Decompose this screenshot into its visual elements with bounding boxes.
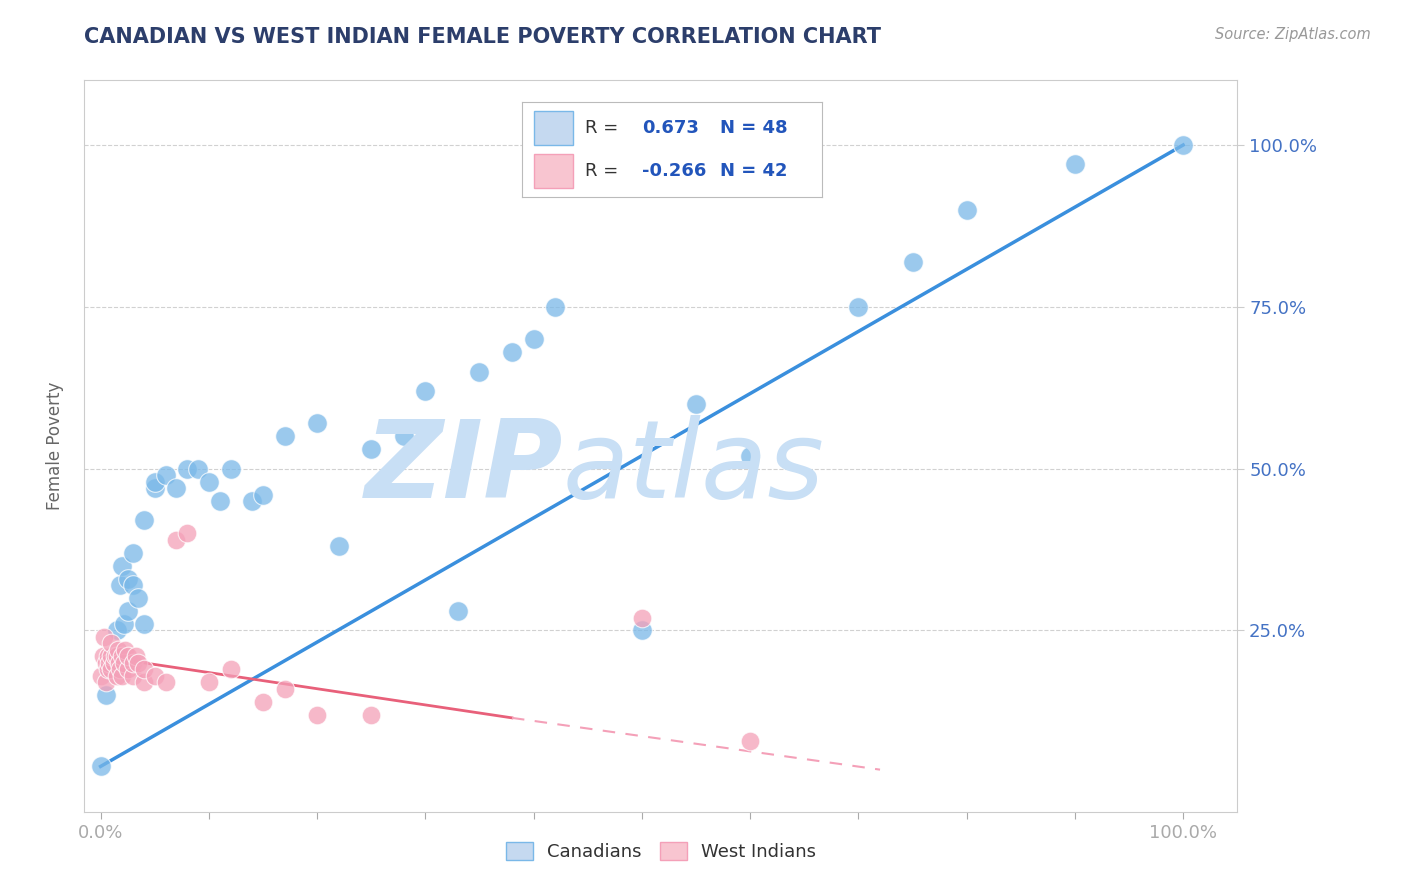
- Point: [112, 656, 135, 670]
- Point: [97, 662, 120, 676]
- Point: [117, 604, 139, 618]
- Point: [122, 656, 145, 670]
- Point: [132, 617, 155, 632]
- Point: [740, 449, 762, 463]
- Point: [91, 649, 114, 664]
- Point: [1064, 157, 1087, 171]
- Point: [117, 662, 139, 676]
- Point: [685, 397, 707, 411]
- Point: [105, 669, 128, 683]
- Point: [100, 662, 122, 676]
- Point: [132, 675, 155, 690]
- Point: [104, 649, 127, 664]
- Point: [105, 649, 128, 664]
- Point: [103, 649, 125, 664]
- Point: [105, 649, 128, 664]
- Point: [117, 649, 139, 664]
- Point: [132, 662, 155, 676]
- Point: [100, 662, 122, 676]
- Point: [631, 624, 654, 638]
- Point: [219, 461, 242, 475]
- Point: [328, 539, 350, 553]
- Point: [176, 526, 198, 541]
- Point: [90, 669, 112, 683]
- Point: [956, 202, 979, 217]
- Point: [176, 461, 198, 475]
- Point: [111, 558, 134, 573]
- Point: [143, 481, 166, 495]
- Point: [98, 656, 121, 670]
- Point: [415, 384, 437, 398]
- Point: [208, 494, 231, 508]
- Point: [93, 630, 115, 644]
- Text: Source: ZipAtlas.com: Source: ZipAtlas.com: [1215, 27, 1371, 42]
- Point: [155, 675, 177, 690]
- Point: [111, 649, 134, 664]
- Point: [100, 636, 122, 650]
- Point: [219, 662, 242, 676]
- Point: [107, 643, 129, 657]
- Point: [501, 345, 523, 359]
- Point: [94, 675, 117, 690]
- Text: ZIP: ZIP: [364, 415, 562, 521]
- Point: [165, 533, 187, 547]
- Point: [187, 461, 209, 475]
- Text: atlas: atlas: [562, 416, 825, 520]
- Legend: Canadians, West Indians: Canadians, West Indians: [498, 835, 824, 869]
- Point: [117, 572, 139, 586]
- Point: [122, 546, 145, 560]
- Point: [198, 675, 221, 690]
- Point: [103, 656, 125, 670]
- Point: [108, 662, 131, 676]
- Point: [111, 669, 134, 683]
- Point: [252, 487, 274, 501]
- Point: [273, 681, 295, 696]
- Y-axis label: Female Poverty: Female Poverty: [45, 382, 63, 510]
- Point: [105, 624, 128, 638]
- Point: [848, 300, 870, 314]
- Point: [901, 254, 924, 268]
- Point: [112, 617, 135, 632]
- Point: [143, 669, 166, 683]
- Point: [108, 578, 131, 592]
- Point: [108, 656, 131, 670]
- Point: [155, 468, 177, 483]
- Point: [94, 688, 117, 702]
- Point: [307, 707, 329, 722]
- Point: [740, 733, 762, 747]
- Point: [252, 695, 274, 709]
- Point: [97, 649, 120, 664]
- Point: [94, 656, 117, 670]
- Point: [122, 669, 145, 683]
- Point: [544, 300, 567, 314]
- Point: [273, 429, 295, 443]
- Point: [468, 365, 491, 379]
- Point: [523, 332, 546, 346]
- Point: [143, 475, 166, 489]
- Point: [127, 656, 149, 670]
- Text: CANADIAN VS WEST INDIAN FEMALE POVERTY CORRELATION CHART: CANADIAN VS WEST INDIAN FEMALE POVERTY C…: [84, 27, 882, 46]
- Point: [240, 494, 263, 508]
- Point: [392, 429, 415, 443]
- Point: [360, 442, 382, 457]
- Point: [111, 649, 134, 664]
- Point: [90, 759, 112, 773]
- Point: [125, 649, 148, 664]
- Point: [360, 707, 382, 722]
- Point: [100, 649, 122, 664]
- Point: [447, 604, 470, 618]
- Point: [127, 591, 149, 606]
- Point: [198, 475, 221, 489]
- Point: [631, 610, 654, 624]
- Point: [1173, 138, 1195, 153]
- Point: [132, 513, 155, 527]
- Point: [307, 417, 329, 431]
- Point: [97, 662, 120, 676]
- Point: [165, 481, 187, 495]
- Point: [114, 643, 136, 657]
- Point: [122, 578, 145, 592]
